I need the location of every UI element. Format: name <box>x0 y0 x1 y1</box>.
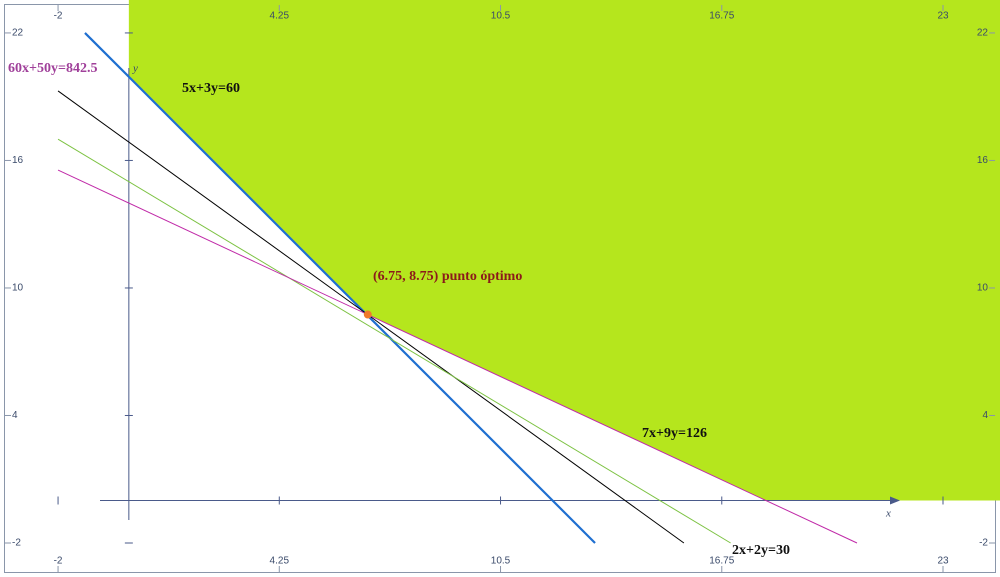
y-tick-label: -2 <box>12 538 21 549</box>
x-axis-label: x <box>885 508 891 520</box>
optimum-label: (6.75, 8.75) punto óptimo <box>373 269 522 284</box>
y-tick-label: 10 <box>12 283 24 294</box>
constraint-line <box>57 90 685 544</box>
x-tick-label: 4.25 <box>270 556 290 567</box>
constraint-line <box>57 138 731 544</box>
x-tick-label: 10.5 <box>491 556 511 567</box>
constraint-line <box>57 169 858 544</box>
equation-label: 7x+9y=126 <box>642 426 707 441</box>
y-axis-label: y <box>132 63 138 75</box>
equation-label: 2x+2y=30 <box>732 543 790 558</box>
y-tick-label: 10 <box>977 283 989 294</box>
y-tick-label: 22 <box>977 28 989 39</box>
y-tick-label: 22 <box>12 28 24 39</box>
optimum-point <box>363 310 372 319</box>
y-tick-label: 16 <box>977 155 989 166</box>
x-tick-label: 10.5 <box>491 11 511 22</box>
y-tick-label: -2 <box>979 538 988 549</box>
x-tick-label: 16.75 <box>709 556 734 567</box>
feasible-region <box>128 0 1000 501</box>
equation-label: 60x+50y=842.5 <box>8 61 97 76</box>
equation-label: 5x+3y=60 <box>182 81 240 96</box>
x-tick-label: 16.75 <box>709 11 734 22</box>
x-tick-label: -2 <box>54 11 63 22</box>
x-tick-label: 23 <box>937 556 949 567</box>
constraint-line <box>84 32 596 544</box>
y-tick-label: 4 <box>12 410 18 421</box>
y-tick-label: 4 <box>982 410 988 421</box>
x-tick-label: -2 <box>54 556 63 567</box>
y-tick-label: 16 <box>12 155 24 166</box>
x-axis-arrow <box>890 496 900 505</box>
x-tick-label: 4.25 <box>270 11 290 22</box>
x-tick-label: 23 <box>937 11 949 22</box>
